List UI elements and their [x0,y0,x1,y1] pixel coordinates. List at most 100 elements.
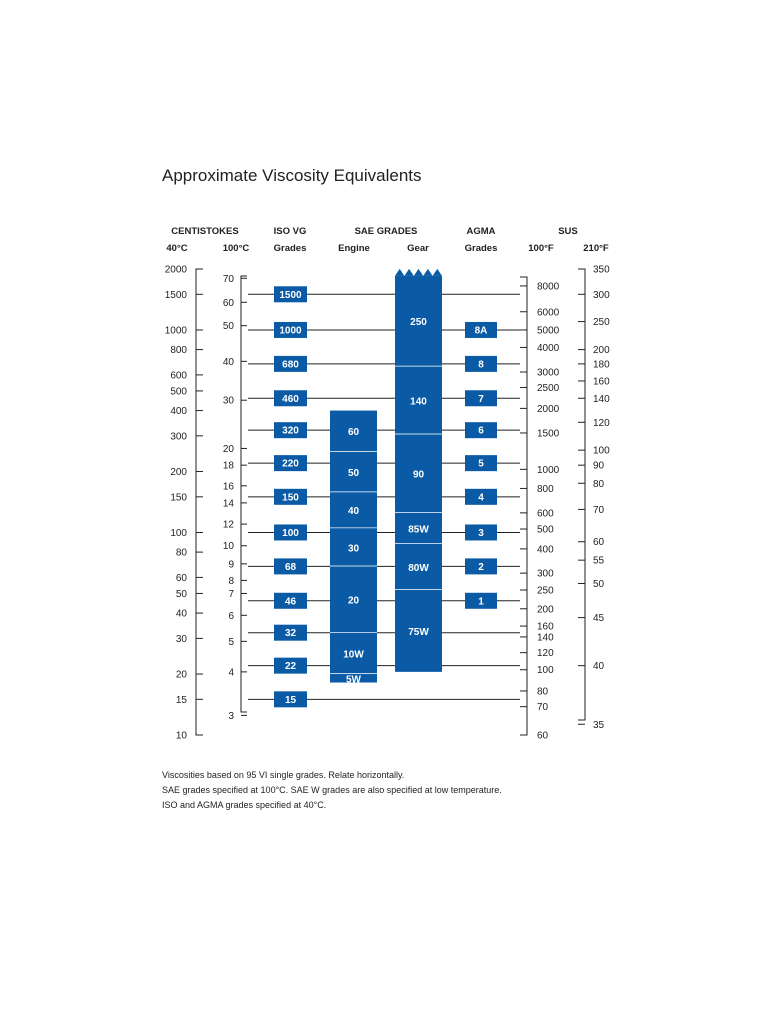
label-cst100-8: 8 [228,576,234,587]
agma-box-5 [465,455,497,472]
sae-engine-label-30: 30 [348,543,360,554]
label-sus100-2500: 2500 [537,383,560,394]
label-cst40-80: 80 [176,548,188,559]
sae-gear-bar-80W [395,543,442,590]
label-cst40-150: 150 [170,492,187,503]
label-sus100-200: 200 [537,604,554,615]
label-sus100-5000: 5000 [537,325,560,336]
sae-engine-label-5W: 5W [346,675,362,686]
iso-box-460 [274,390,307,407]
label-sus210-90: 90 [593,461,605,472]
axis-ticks [196,268,585,736]
iso-label-22: 22 [285,661,297,672]
sae-engine-bar-30 [330,528,377,567]
label-cst100-16: 16 [223,481,235,492]
agma-label-7: 7 [478,394,484,405]
iso-label-680: 680 [282,359,299,370]
note-line-2: SAE grades specified at 100°C. SAE W gra… [162,785,502,795]
label-sus210-70: 70 [593,505,605,516]
label-cst40-100: 100 [170,528,187,539]
header-sus-210f: 210°F [583,243,609,254]
label-sus100-500: 500 [537,525,554,536]
sae-gear-bar-85W [395,512,442,544]
label-cst40-300: 300 [170,431,187,442]
label-sus100-3000: 3000 [537,368,560,379]
label-sus100-120: 120 [537,648,554,659]
label-cst40-1500: 1500 [165,290,188,301]
sae-engine-label-40: 40 [348,506,360,517]
iso-label-220: 220 [282,459,299,470]
label-cst100-30: 30 [223,396,235,407]
header-iso-grades: Grades [274,243,307,254]
sae-gear-zigzag-top [395,268,442,276]
label-cst40-400: 400 [170,406,187,417]
chart-title: Approximate Viscosity Equivalents [162,166,422,185]
sae-engine-label-60: 60 [348,427,360,438]
label-cst100-3: 3 [228,711,234,722]
agma-box-6 [465,422,497,439]
tick-labels: 2000150010008006005004003002001501008060… [165,265,610,742]
label-sus100-600: 600 [537,508,554,519]
sae-gear-label-90: 90 [413,470,425,481]
label-cst40-2000: 2000 [165,265,188,276]
label-sus210-80: 80 [593,479,605,490]
label-cst100-9: 9 [228,559,234,570]
iso-label-32: 32 [285,628,297,639]
sae-gear-label-80W: 80W [408,563,429,574]
label-cst40-15: 15 [176,695,188,706]
label-sus100-250: 250 [537,585,554,596]
label-cst40-40: 40 [176,609,188,620]
label-cst100-14: 14 [223,498,235,509]
label-cst40-50: 50 [176,589,188,600]
label-sus210-40: 40 [593,661,605,672]
label-sus100-60: 60 [537,731,549,742]
iso-label-100: 100 [282,528,299,539]
header-sae-grades: SAE GRADES [355,226,418,237]
agma-label-6: 6 [478,426,484,437]
label-cst40-60: 60 [176,573,188,584]
agma-box-2 [465,558,497,575]
sae-gear-label-85W: 85W [408,524,429,535]
sae-engine-label-20: 20 [348,596,360,607]
sae-engine-bar-20 [330,566,377,633]
label-cst40-600: 600 [170,370,187,381]
label-sus210-350: 350 [593,265,610,276]
label-cst100-70: 70 [223,274,235,285]
note-line-3: ISO and AGMA grades specified at 40°C. [162,800,326,810]
iso-box-15 [274,691,307,708]
sae-engine-bar-60 [330,410,377,452]
iso-box-1500 [274,286,307,303]
label-sus100-100: 100 [537,665,554,676]
iso-label-150: 150 [282,492,299,503]
agma-label-1: 1 [478,596,484,607]
label-cst40-20: 20 [176,670,188,681]
grade-boxes: 1500100068046032022015010068463222156050… [274,268,497,708]
label-sus100-1500: 1500 [537,428,560,439]
label-sus100-300: 300 [537,569,554,580]
label-sus210-60: 60 [593,537,605,548]
label-sus210-300: 300 [593,290,610,301]
note-line-1: Viscosities based on 95 VI single grades… [162,770,404,780]
iso-box-32 [274,624,307,641]
label-sus210-100: 100 [593,446,610,457]
iso-box-46 [274,592,307,609]
iso-box-220 [274,455,307,472]
agma-box-1 [465,592,497,609]
label-sus210-45: 45 [593,613,605,624]
sae-engine-bar-40 [330,492,377,529]
iso-box-680 [274,355,307,372]
label-cst40-200: 200 [170,467,187,478]
label-cst100-12: 12 [223,520,235,531]
agma-label-8: 8 [478,359,484,370]
header-sus: SUS [558,226,578,237]
agma-label-2: 2 [478,562,484,573]
label-sus100-8000: 8000 [537,281,560,292]
agma-label-5: 5 [478,459,484,470]
header-cst-40c: 40°C [166,243,187,254]
header-agma: AGMA [466,226,495,237]
agma-label-3: 3 [478,528,484,539]
iso-label-460: 460 [282,394,299,405]
iso-label-1500: 1500 [279,290,302,301]
label-sus100-6000: 6000 [537,307,560,318]
